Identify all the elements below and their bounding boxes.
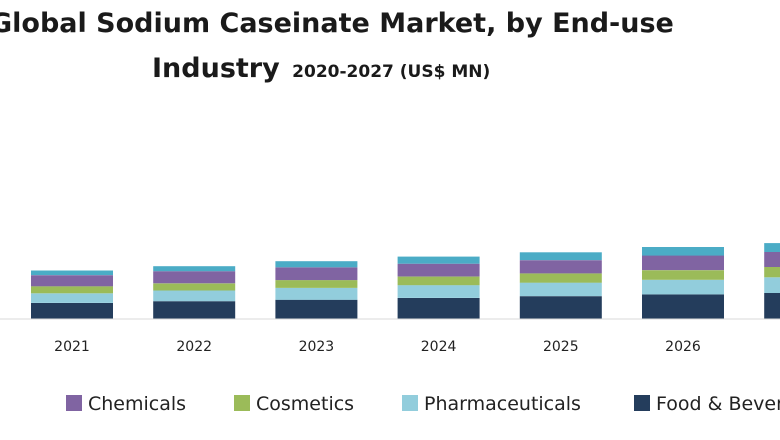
bar-segment-2026-1 — [642, 279, 724, 295]
bar-segment-2023-2 — [275, 280, 358, 288]
legend: OthersChemicalsCosmeticsPharmaceuticalsF… — [66, 393, 780, 415]
x-tick-label-2022: 2022 — [176, 339, 212, 355]
legend-swatch-1 — [402, 395, 418, 411]
bar-segment-2024-1 — [397, 285, 480, 298]
bar-segment-2022-3 — [153, 271, 236, 284]
bar-segment-2022-4 — [153, 266, 236, 272]
bar-segment-2025-2 — [519, 273, 602, 283]
bar-segment-2027-2 — [764, 267, 780, 278]
bar-segment-2024-0 — [397, 298, 480, 319]
chart-title-line2-main: Industry — [152, 53, 280, 84]
bar-segment-2023-3 — [275, 267, 358, 281]
x-tick-label-2025: 2025 — [543, 339, 579, 355]
bar-segment-2022-0 — [153, 301, 236, 319]
legend-label-2: Cosmetics — [256, 393, 354, 415]
legend-label-3: Chemicals — [88, 393, 186, 415]
legend-label-0: Food & Beverages — [656, 393, 780, 415]
bar-segment-2023-0 — [275, 299, 358, 319]
bar-segment-2022-2 — [153, 283, 236, 291]
x-tick-label-2023: 2023 — [299, 339, 335, 355]
bar-segment-2024-3 — [397, 263, 480, 277]
x-tick-label-2021: 2021 — [54, 339, 90, 355]
chart-subtitle: 2020-2027 (US$ MN) — [292, 62, 490, 82]
x-tick-label-2026: 2026 — [665, 339, 701, 355]
bar-segment-2023-1 — [275, 288, 358, 300]
x-tick-label-2024: 2024 — [421, 339, 457, 355]
bar-segment-2026-4 — [642, 247, 724, 256]
bar-segment-2025-3 — [519, 260, 602, 274]
bar-segment-2025-4 — [519, 252, 602, 261]
bar-segment-2024-2 — [397, 276, 480, 286]
legend-swatch-3 — [66, 395, 82, 411]
bar-segment-2024-4 — [397, 256, 480, 264]
legend-swatch-2 — [234, 395, 250, 411]
bar-segment-2025-0 — [519, 296, 602, 319]
chart-title-line1: Global Sodium Caseinate Market, by End-u… — [0, 8, 674, 39]
legend-swatch-0 — [634, 395, 650, 411]
chart-title-line2: Industry 2020-2027 (US$ MN) — [152, 53, 490, 84]
bar-segment-2027-4 — [764, 243, 780, 252]
x-tick-labels: 2021202220232024202520262027 — [54, 339, 701, 355]
bar-segment-2026-3 — [642, 255, 724, 271]
bar-segment-2021-2 — [31, 286, 113, 294]
legend-label-1: Pharmaceuticals — [424, 393, 581, 415]
bar-segment-2021-1 — [31, 293, 113, 303]
bar-segment-2021-0 — [31, 303, 113, 319]
bar-segment-2027-1 — [764, 277, 780, 293]
bar-segment-2021-4 — [31, 270, 113, 276]
bar-segment-2027-0 — [764, 293, 780, 319]
bar-segment-2021-3 — [31, 275, 113, 287]
bar-segment-2022-1 — [153, 290, 236, 302]
bar-segment-2026-2 — [642, 270, 724, 280]
bars-group — [31, 243, 780, 319]
bar-segment-2027-3 — [764, 252, 780, 267]
bar-segment-2026-0 — [642, 294, 724, 319]
bar-segment-2023-4 — [275, 261, 358, 268]
bar-segment-2025-1 — [519, 282, 602, 297]
